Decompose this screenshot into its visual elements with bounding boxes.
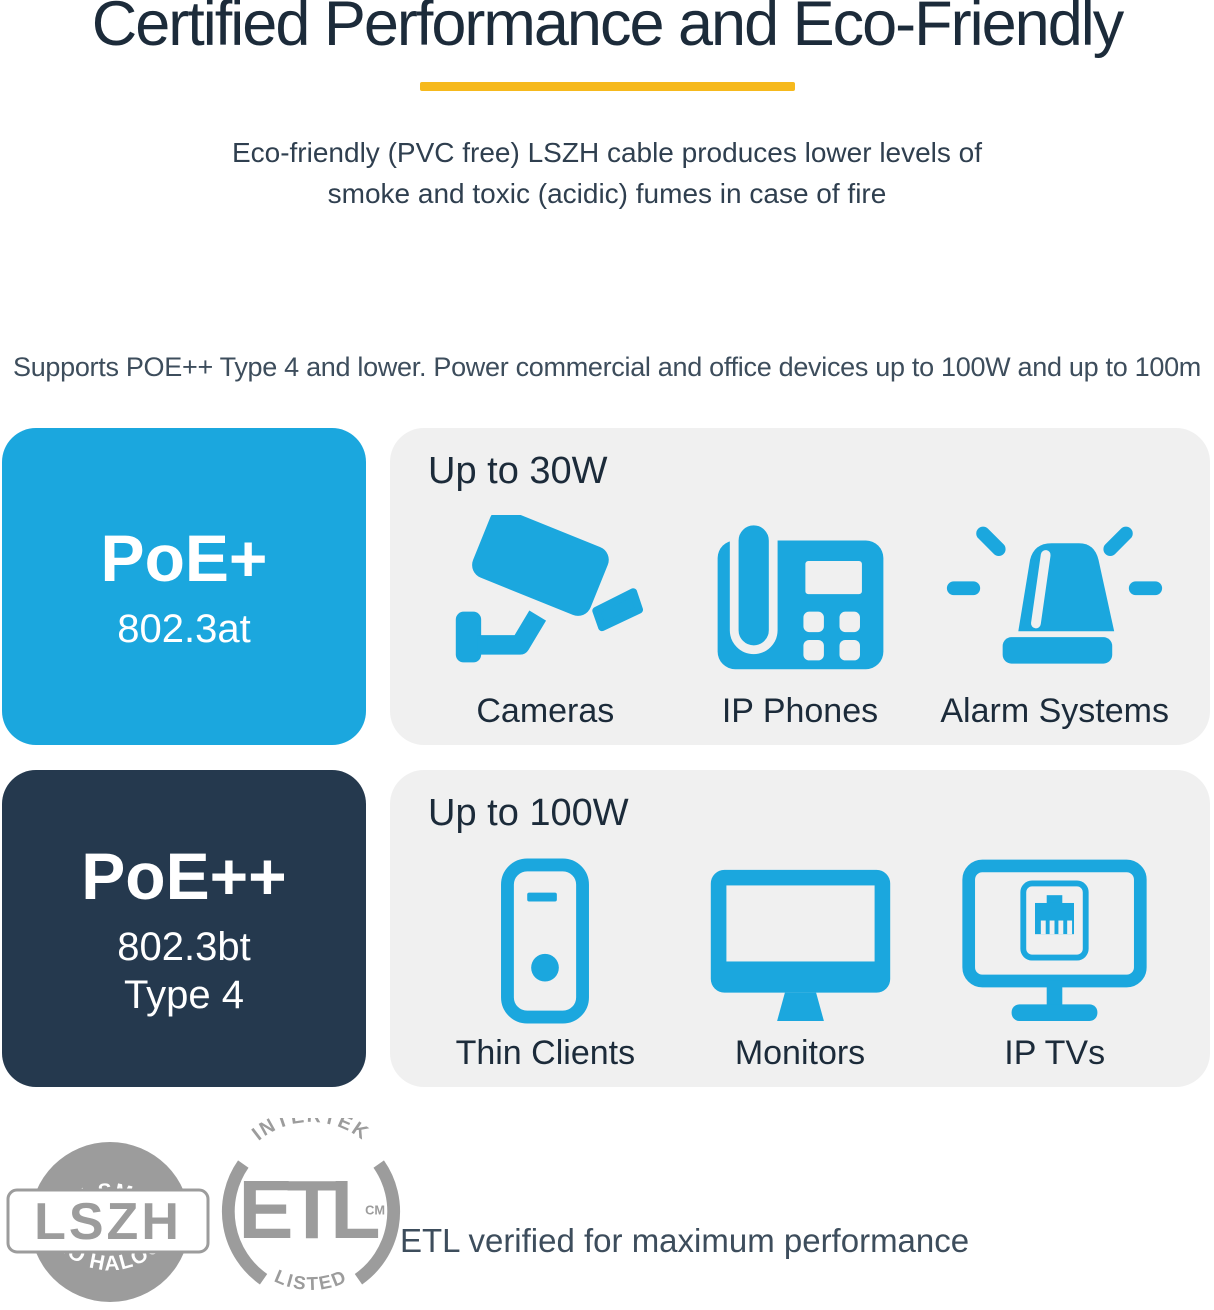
panel-heading-30w: Up to 30W bbox=[428, 450, 608, 492]
etl-arc-top-text: INTERTEK bbox=[248, 1105, 371, 1145]
label-ip-tvs: IP TVs bbox=[1004, 1034, 1106, 1072]
security-camera-icon bbox=[448, 511, 643, 686]
poe-plus-standard: 802.3at bbox=[117, 606, 251, 651]
panel-heading-100w: Up to 100W bbox=[428, 792, 629, 834]
poe-plus-panel: Up to 30W Cameras bbox=[390, 428, 1210, 745]
poe-plus-plus-standard-line2: Type 4 bbox=[123, 972, 245, 1017]
lszh-certification-badge: LOW SMOKE ZERO HALOGEN LSZH bbox=[4, 1138, 212, 1310]
supports-text: Supports POE++ Type 4 and lower. Power c… bbox=[12, 352, 1201, 382]
poe-plus-plus-panel: Up to 100W Thin Clients Monitors bbox=[390, 770, 1210, 1087]
ip-phone-icon bbox=[703, 511, 898, 686]
panel-item-thin-clients: Thin Clients bbox=[418, 830, 673, 1073]
poe-plus-plus-standard-line1: 802.3bt bbox=[117, 925, 251, 970]
ip-tv-icon bbox=[957, 853, 1152, 1028]
label-cameras: Cameras bbox=[476, 692, 615, 730]
label-ip-phones: IP Phones bbox=[721, 692, 879, 730]
poe-plus-plus-title: PoE++ bbox=[81, 839, 287, 914]
etl-center-text: ETL bbox=[238, 1163, 378, 1256]
thin-client-icon bbox=[495, 853, 595, 1028]
poe-plus-title: PoE+ bbox=[100, 520, 268, 595]
subtitle: Eco-friendly (PVC free) LSZH cable produ… bbox=[0, 133, 1214, 214]
poe-plus-plus-badge: PoE++ 802.3bt Type 4 bbox=[2, 770, 366, 1087]
poe-plus-plus-standard: 802.3bt Type 4 bbox=[117, 924, 250, 1018]
etl-arc-bottom-text: LISTED bbox=[272, 1265, 349, 1294]
label-thin-clients: Thin Clients bbox=[455, 1034, 636, 1072]
footer-text: ETL verified for maximum performance bbox=[400, 1222, 970, 1259]
svg-text:LISTED: LISTED bbox=[272, 1265, 351, 1294]
panel-items-100w: Thin Clients Monitors bbox=[418, 830, 1182, 1073]
subtitle-line-2: smoke and toxic (acidic) fumes in case o… bbox=[327, 177, 887, 209]
etl-cm-text: CM bbox=[365, 1202, 385, 1217]
page-title: Certified Performance and Eco-Friendly bbox=[91, 0, 1124, 59]
panel-item-alarm-systems: Alarm Systems bbox=[927, 488, 1182, 731]
panel-items-30w: Cameras IP Phones bbox=[418, 488, 1182, 731]
subtitle-line-1: Eco-friendly (PVC free) LSZH cable produ… bbox=[231, 137, 983, 168]
label-alarm-systems: Alarm Systems bbox=[940, 692, 1169, 730]
monitor-icon bbox=[703, 853, 898, 1028]
svg-text:INTERTEK: INTERTEK bbox=[248, 1118, 373, 1145]
panel-item-cameras: Cameras bbox=[418, 488, 673, 731]
etl-listed-badge: INTERTEK LISTED ETL CM bbox=[216, 1105, 406, 1310]
alarm-siren-icon bbox=[942, 511, 1167, 686]
lszh-center-text: LSZH bbox=[34, 1193, 182, 1251]
panel-item-monitors: Monitors bbox=[673, 830, 928, 1073]
title-underline bbox=[420, 82, 795, 91]
label-monitors: Monitors bbox=[734, 1034, 866, 1072]
poe-plus-badge: PoE+ 802.3at bbox=[2, 428, 366, 745]
panel-item-ip-tvs: IP TVs bbox=[927, 830, 1182, 1073]
panel-item-ip-phones: IP Phones bbox=[673, 488, 928, 731]
